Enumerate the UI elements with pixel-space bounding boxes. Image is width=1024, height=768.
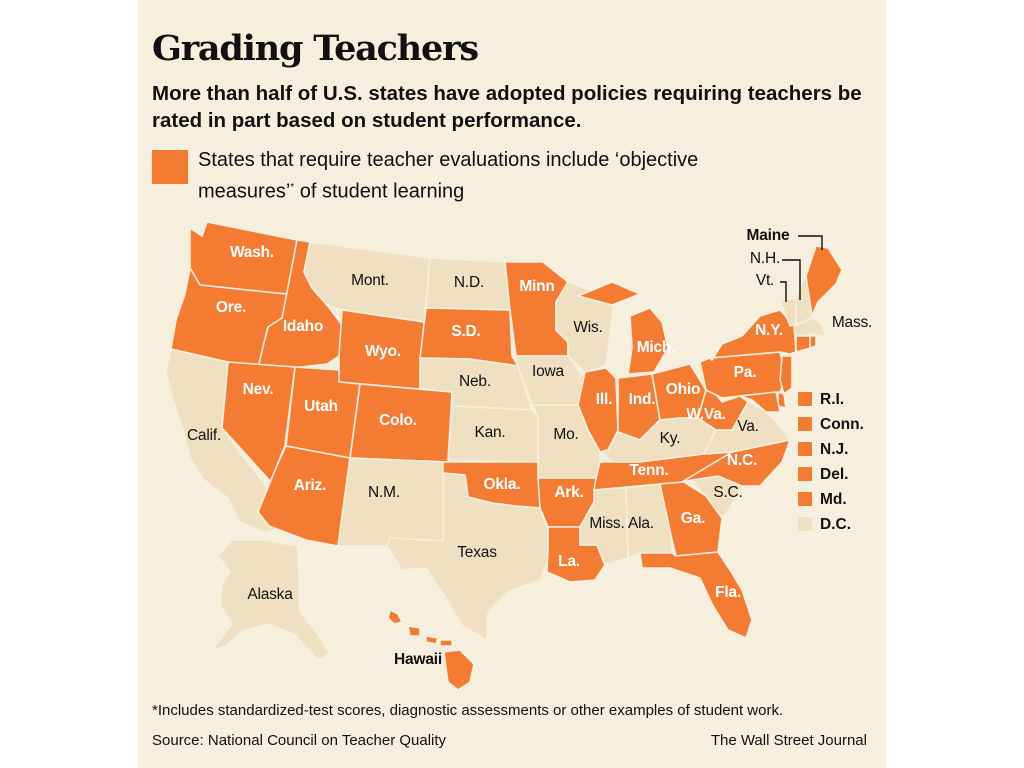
swatch-dc: [798, 517, 812, 531]
state-tx: [386, 472, 549, 641]
credit-line: The Wall Street Journal: [710, 732, 867, 749]
label-ga: Ga.: [681, 510, 705, 527]
label-nv: Nev.: [243, 381, 274, 398]
swatch-del: [798, 467, 812, 481]
legend-label-end: of student learning: [294, 180, 465, 203]
label-mi: Mich.: [637, 339, 676, 356]
label-oh: Ohio: [666, 381, 701, 398]
label-nc: N.C.: [727, 452, 757, 469]
label-ky: Ky.: [660, 430, 681, 447]
side-label-ri: R.I.: [820, 391, 844, 408]
map-subtitle: More than half of U.S. states have adopt…: [152, 82, 862, 132]
source-line: Source: National Council on Teacher Qual…: [152, 732, 447, 749]
state-nm: [337, 457, 449, 547]
state-labels: Wash. Ore. Idaho Mont. Wyo. Calif. Nev. Utah Ari…: [187, 227, 872, 668]
state-md: [721, 391, 781, 413]
label-sc: S.C.: [713, 484, 742, 501]
swatch-conn: [798, 417, 812, 431]
label-pa: Pa.: [734, 364, 757, 381]
label-wv: W.Va.: [686, 406, 726, 423]
side-label-dc: D.C.: [820, 516, 851, 533]
state-ak: [211, 539, 331, 661]
footnote: *Includes standardized-test scores, diag…: [152, 702, 784, 719]
legend-swatch: [152, 150, 188, 184]
leader-lines: [780, 235, 823, 302]
leader-nh: [782, 259, 801, 300]
state-ca: [165, 348, 293, 533]
label-co: Colo.: [379, 412, 417, 429]
legend-label-main: States that require teacher evaluations …: [198, 149, 699, 203]
legend-asterisk: *: [290, 182, 295, 193]
label-ak: Alaska: [247, 586, 293, 603]
label-in: Ind.: [629, 391, 656, 408]
label-nm: N.M.: [368, 484, 400, 501]
legend-label: States that require teacher evaluations …: [198, 147, 718, 206]
label-wa: Wash.: [230, 244, 274, 261]
label-al: Ala.: [628, 515, 654, 532]
label-sd: S.D.: [451, 323, 480, 340]
map-title: Grading Teachers: [152, 28, 479, 69]
leader-maine: [798, 235, 823, 250]
swatch-nj: [798, 442, 812, 456]
side-label-del: Del.: [820, 466, 848, 483]
state-nj: [779, 355, 793, 395]
state-hi: [387, 609, 475, 691]
label-ar: Ark.: [554, 484, 583, 501]
label-ut: Utah: [304, 398, 338, 415]
label-ms: Miss.: [589, 515, 624, 532]
label-id: Idaho: [283, 318, 323, 335]
label-mn: Minn: [519, 278, 554, 295]
state-ri: [809, 335, 817, 349]
state-mi: [577, 281, 669, 375]
label-fl: Fla.: [715, 584, 741, 601]
label-va: Va.: [737, 418, 759, 435]
leader-vt: [780, 281, 787, 302]
label-ne: Neb.: [459, 373, 491, 390]
label-tx: Texas: [457, 544, 497, 561]
label-la: La.: [558, 553, 580, 570]
label-me: Maine: [747, 227, 791, 244]
state-fl: [639, 551, 753, 639]
label-mt: Mont.: [351, 272, 389, 289]
state-ny: [709, 309, 797, 361]
side-label-conn: Conn.: [820, 416, 864, 433]
label-mo: Mo.: [553, 426, 578, 443]
label-ma: Mass.: [832, 314, 872, 331]
label-hi: Hawaii: [394, 651, 442, 668]
side-label-nj: N.J.: [820, 441, 848, 458]
swatch-ri: [798, 392, 812, 406]
label-il: Ill.: [596, 391, 612, 408]
swatch-md: [798, 492, 812, 506]
label-nh: N.H.: [750, 250, 780, 267]
label-ks: Kan.: [474, 424, 505, 441]
state-me: [805, 245, 843, 317]
label-ia: Iowa: [532, 363, 565, 380]
label-ca: Calif.: [187, 427, 221, 444]
state-ga: [659, 481, 723, 557]
label-wy: Wyo.: [365, 343, 401, 360]
label-tn: Tenn.: [629, 462, 668, 479]
label-wi: Wis.: [573, 319, 602, 336]
state-shapes: [165, 221, 843, 691]
state-ct: [795, 335, 811, 353]
label-or: Ore.: [216, 299, 246, 316]
state-nc: [681, 439, 791, 487]
label-ok: Okla.: [484, 476, 521, 493]
label-nd: N.D.: [454, 274, 484, 291]
label-vt: Vt.: [756, 272, 774, 289]
label-az: Ariz.: [294, 477, 327, 494]
label-ny: N.Y.: [755, 322, 783, 339]
small-states-legend: R.I. Conn. N.J. Del. Md. D.C.: [798, 391, 864, 533]
side-label-md: Md.: [820, 491, 847, 508]
